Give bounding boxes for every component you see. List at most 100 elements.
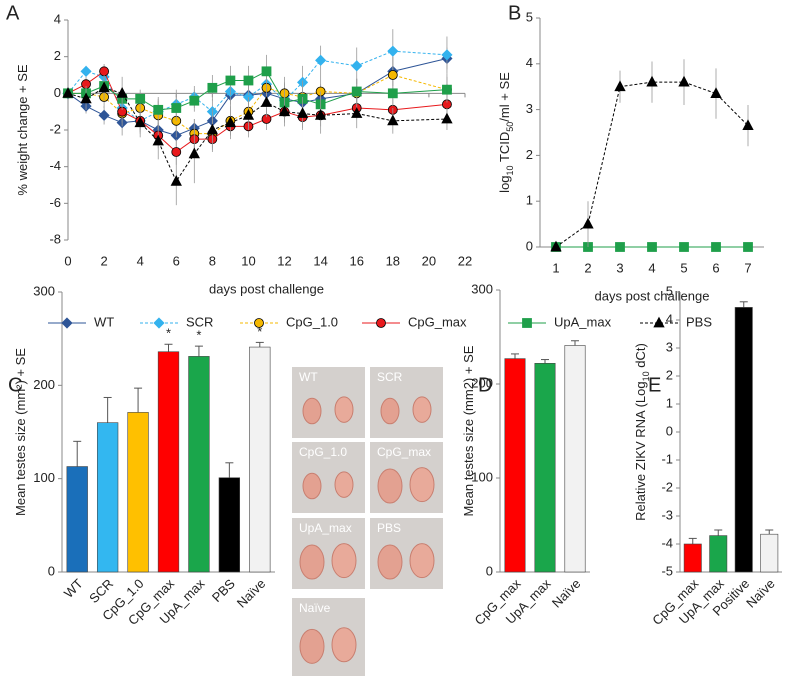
x-tick-label: 4 — [648, 260, 655, 275]
marker — [387, 45, 399, 57]
legend-label: UpA_max — [554, 314, 612, 329]
marker — [278, 105, 291, 117]
x-tick-label: 6 — [173, 253, 180, 268]
x-axis-label: days post challenge — [209, 281, 324, 296]
marker — [351, 107, 363, 118]
y-tick-label: 5 — [666, 283, 673, 298]
testis — [331, 627, 357, 663]
y-axis-label: Mean testes size (mm2) + SE — [461, 345, 476, 516]
bar — [96, 422, 119, 573]
x-tick-label: 20 — [422, 253, 436, 268]
legend-label: CpG_1.0 — [286, 314, 338, 329]
y-tick-label: 200 — [33, 377, 55, 392]
marker — [653, 316, 665, 328]
y-axis-label-part: 10 — [505, 165, 515, 175]
y-axis-label: log10 TCID50/ml + SE — [497, 72, 515, 193]
y-tick-label: -4 — [661, 535, 673, 550]
marker — [615, 242, 625, 252]
y-tick-label: 300 — [471, 281, 493, 296]
marker — [376, 318, 386, 328]
y-axis-label-part: /ml + SE — [497, 72, 512, 122]
marker — [678, 75, 690, 87]
y-tick-label: 200 — [471, 375, 493, 390]
bar — [760, 533, 779, 573]
marker — [522, 318, 532, 328]
series-line — [67, 87, 447, 183]
marker — [614, 80, 626, 92]
marker — [550, 240, 562, 252]
y-axis-label: Mean testes size (mm²) + SE — [13, 348, 28, 516]
legend-label: WT — [94, 314, 114, 329]
marker — [224, 116, 237, 128]
panel-letter: D — [478, 374, 492, 396]
testis — [380, 397, 400, 425]
y-tick-label: -2 — [49, 121, 61, 136]
marker — [170, 174, 182, 186]
y-tick-label: 3 — [526, 101, 533, 116]
significance-mark: * — [257, 324, 262, 339]
y-tick-label: 4 — [666, 311, 673, 326]
bar — [66, 466, 88, 573]
y-tick-label: 1 — [526, 193, 533, 208]
marker — [351, 60, 363, 72]
marker — [351, 86, 362, 97]
y-tick-label: 300 — [33, 283, 55, 298]
marker — [315, 54, 327, 66]
panel-letter: A — [6, 2, 20, 24]
photo-label: CpG_max — [377, 445, 431, 459]
marker — [98, 81, 110, 93]
x-tick-label: Naïve — [743, 576, 778, 611]
marker — [243, 75, 254, 86]
y-tick-label: 5 — [526, 9, 533, 24]
x-tick-label: Naïve — [549, 576, 584, 611]
legend-label: CpG_max — [408, 314, 467, 329]
bar — [564, 345, 586, 573]
testis — [334, 471, 354, 498]
x-tick-label: 7 — [744, 260, 751, 275]
testis — [302, 397, 322, 425]
y-tick-label: 4 — [54, 11, 61, 26]
marker — [135, 93, 146, 104]
x-tick-label: 18 — [386, 253, 400, 268]
marker — [441, 49, 453, 61]
bar — [534, 363, 556, 573]
bar — [709, 535, 728, 573]
marker — [242, 108, 255, 120]
marker — [679, 242, 689, 252]
photo-label: CpG_1.0 — [299, 445, 347, 459]
y-tick-label: -2 — [661, 479, 673, 494]
y-tick-label: 2 — [526, 147, 533, 162]
y-tick-label: -6 — [49, 195, 61, 210]
x-tick-label: 14 — [313, 253, 327, 268]
bar — [504, 358, 526, 573]
y-axis-label-part: log — [497, 175, 512, 192]
testis — [299, 544, 325, 580]
x-tick-label: 2 — [100, 253, 107, 268]
legend-label: SCR — [186, 314, 213, 329]
testis — [302, 472, 322, 500]
legend-label: PBS — [686, 314, 712, 329]
marker — [189, 95, 200, 106]
marker — [387, 88, 398, 99]
y-tick-label: 0 — [48, 563, 55, 578]
marker — [134, 116, 146, 128]
y-tick-label: 100 — [33, 470, 55, 485]
y-tick-label: -8 — [49, 231, 61, 246]
bar — [127, 412, 149, 573]
marker — [207, 82, 218, 93]
x-tick-label: 0 — [64, 253, 71, 268]
marker — [188, 147, 200, 159]
photo-label: UpA_max — [299, 521, 352, 535]
bar — [157, 351, 180, 573]
marker — [153, 104, 164, 115]
y-tick-label: 1 — [666, 395, 673, 410]
marker — [742, 119, 754, 131]
testis — [409, 543, 435, 579]
y-tick-label: -1 — [661, 451, 673, 466]
marker — [387, 70, 398, 80]
x-tick-label: Naïve — [234, 576, 269, 611]
y-tick-label: 0 — [526, 238, 533, 253]
y-tick-label: 3 — [666, 339, 673, 354]
x-tick-label: 3 — [616, 260, 623, 275]
